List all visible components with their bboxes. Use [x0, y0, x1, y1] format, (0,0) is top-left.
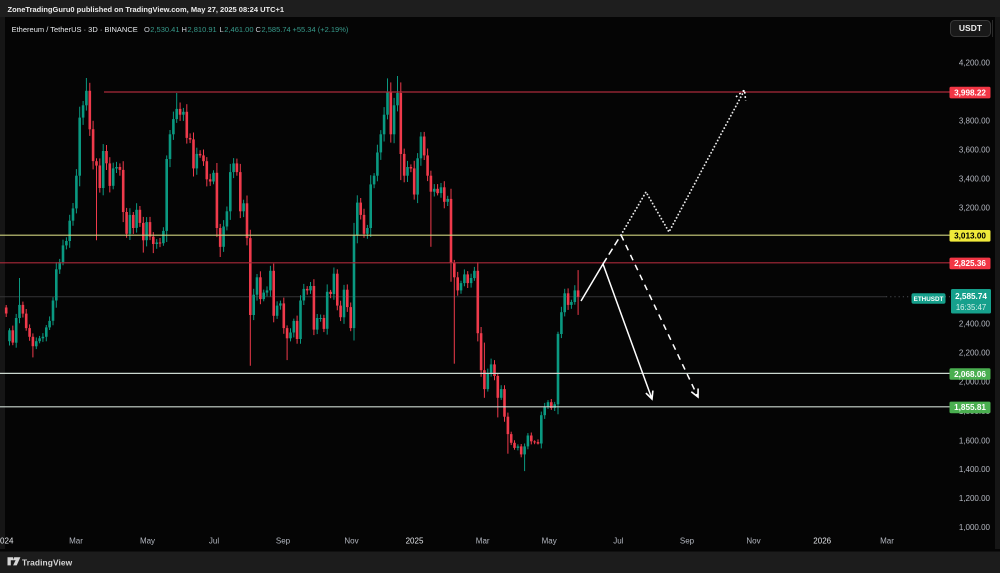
- svg-text:2,810.91: 2,810.91: [188, 25, 217, 34]
- svg-text:USDT: USDT: [959, 23, 983, 33]
- svg-text:Mar: Mar: [880, 537, 894, 546]
- svg-text:4,200.00: 4,200.00: [959, 58, 991, 67]
- svg-text:1,855.81: 1,855.81: [954, 403, 986, 412]
- svg-text:2,585.74: 2,585.74: [262, 25, 291, 34]
- svg-text:Jul: Jul: [209, 537, 219, 546]
- svg-text:Mar: Mar: [476, 537, 490, 546]
- svg-text:3,200.00: 3,200.00: [959, 204, 991, 213]
- svg-text:2026: 2026: [813, 537, 831, 546]
- svg-text:2,200.00: 2,200.00: [959, 349, 991, 358]
- svg-text:2,825.36: 2,825.36: [954, 259, 986, 268]
- svg-text:+55.34 (+2.19%): +55.34 (+2.19%): [293, 25, 349, 34]
- svg-text:May: May: [140, 537, 155, 546]
- svg-text:1,000.00: 1,000.00: [959, 523, 991, 532]
- svg-text:2,530.41: 2,530.41: [150, 25, 179, 34]
- svg-text:3,600.00: 3,600.00: [959, 146, 991, 155]
- svg-text:3,800.00: 3,800.00: [959, 116, 991, 125]
- svg-text:2024: 2024: [0, 537, 14, 546]
- svg-text:2,400.00: 2,400.00: [959, 320, 991, 329]
- svg-text:TradingView: TradingView: [22, 557, 73, 567]
- svg-text:3,400.00: 3,400.00: [959, 175, 991, 184]
- svg-text:Nov: Nov: [344, 537, 358, 546]
- svg-text:Nov: Nov: [746, 537, 760, 546]
- svg-text:H: H: [182, 25, 187, 34]
- svg-text:2,585.74: 2,585.74: [955, 292, 987, 301]
- svg-text:Ethereum / TetherUS · 3D · BIN: Ethereum / TetherUS · 3D · BINANCE: [12, 25, 138, 34]
- svg-text:2,461.00: 2,461.00: [224, 25, 253, 34]
- svg-text:C: C: [256, 25, 262, 34]
- svg-text:1,600.00: 1,600.00: [959, 437, 991, 446]
- svg-text:Sep: Sep: [276, 537, 291, 546]
- svg-text:1,200.00: 1,200.00: [959, 494, 991, 503]
- svg-text:May: May: [542, 537, 557, 546]
- svg-text:ETHUSDT: ETHUSDT: [914, 296, 944, 303]
- svg-text:1,400.00: 1,400.00: [959, 465, 991, 474]
- svg-text:Sep: Sep: [680, 537, 695, 546]
- svg-text:Mar: Mar: [69, 537, 83, 546]
- svg-text:16:35:47: 16:35:47: [956, 303, 986, 312]
- svg-text:2,000.00: 2,000.00: [959, 378, 991, 387]
- svg-text:L: L: [220, 25, 224, 34]
- svg-text:O: O: [144, 25, 150, 34]
- svg-text:ZoneTradingGuru0 published on: ZoneTradingGuru0 published on TradingVie…: [8, 5, 285, 14]
- svg-text:Jul: Jul: [613, 537, 623, 546]
- svg-text:3,013.00: 3,013.00: [954, 232, 986, 241]
- svg-text:2025: 2025: [406, 537, 424, 546]
- svg-text:3,998.22: 3,998.22: [954, 88, 986, 97]
- svg-text:2,068.06: 2,068.06: [954, 370, 986, 379]
